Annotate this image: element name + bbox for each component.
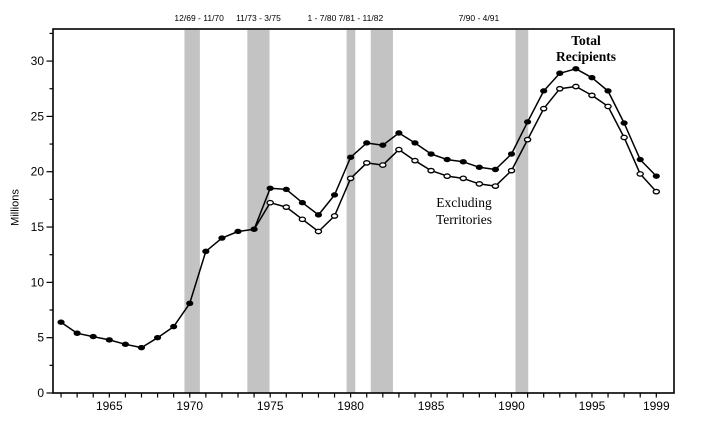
excluding-territories-marker bbox=[539, 105, 548, 112]
excluding-territories-marker bbox=[556, 85, 564, 92]
total-recipients-marker bbox=[620, 120, 628, 126]
excluding-territories-marker bbox=[411, 157, 419, 164]
recession-band bbox=[247, 29, 270, 394]
total-recipients-marker bbox=[314, 212, 323, 218]
total-recipients-marker bbox=[572, 66, 580, 72]
total-recipients-marker bbox=[652, 173, 660, 179]
total-recipients-marker bbox=[170, 323, 178, 330]
total-recipients-marker bbox=[379, 142, 387, 148]
recession-band bbox=[515, 29, 529, 394]
recession-band-label: 7/90 - 4/91 bbox=[459, 13, 500, 23]
y-tick-label: 20 bbox=[31, 165, 45, 179]
excluding-territories-marker bbox=[475, 181, 484, 187]
total-recipients-marker bbox=[443, 156, 451, 163]
excluding-territories-marker bbox=[314, 228, 323, 235]
y-tick-label: 30 bbox=[31, 54, 45, 68]
excluding-territories-marker bbox=[395, 146, 403, 153]
annotation-total-line1: Total bbox=[571, 33, 601, 48]
y-tick-label: 0 bbox=[37, 386, 44, 400]
excluding-territories-marker bbox=[491, 183, 500, 189]
total-recipients-marker bbox=[604, 88, 612, 94]
excluding-territories-marker bbox=[427, 167, 435, 174]
excluding-territories-marker bbox=[379, 162, 387, 168]
excluding-territories-marker bbox=[459, 175, 467, 182]
recession-band bbox=[184, 29, 200, 394]
excluding-territories-marker bbox=[443, 173, 451, 179]
total-recipients-marker bbox=[121, 341, 129, 348]
excluding-territories-marker bbox=[507, 167, 516, 174]
total-recipients-marker bbox=[523, 119, 532, 125]
total-recipients-marker bbox=[57, 319, 65, 325]
total-recipients-marker bbox=[588, 74, 596, 81]
y-tick-label: 5 bbox=[37, 331, 44, 345]
excluding-territories-marker bbox=[362, 160, 371, 166]
annotation-excluding-territories: Excluding Territories bbox=[414, 194, 514, 228]
total-recipients-marker bbox=[395, 130, 403, 136]
plot-border bbox=[52, 28, 675, 394]
total-recipients-marker bbox=[507, 151, 516, 157]
recession-band bbox=[346, 29, 356, 394]
y-axis-title: Millions bbox=[9, 189, 22, 226]
total-recipients-marker bbox=[218, 235, 226, 241]
x-tick-label: 1999 bbox=[643, 399, 670, 413]
total-recipients-marker bbox=[137, 344, 146, 351]
excluding-territories-marker bbox=[652, 188, 661, 195]
total-recipients-marker bbox=[459, 159, 467, 165]
y-tick-label: 15 bbox=[31, 220, 45, 234]
total-recipients-marker bbox=[186, 300, 194, 307]
total-recipients-line bbox=[60, 68, 657, 349]
total-recipients-marker bbox=[153, 334, 162, 341]
recession-band-label: 11/73 - 3/75 bbox=[236, 13, 281, 23]
total-recipients-marker bbox=[105, 337, 113, 343]
total-recipients-marker bbox=[202, 248, 210, 255]
x-tick-label: 1980 bbox=[337, 399, 364, 413]
excluding-territories-marker bbox=[523, 136, 532, 143]
total-recipients-marker bbox=[347, 154, 355, 161]
excluding-territories-marker bbox=[346, 175, 355, 182]
y-tick-label: 10 bbox=[31, 275, 45, 289]
total-recipients-marker bbox=[475, 164, 483, 170]
recession-band-label: 1 - 7/80 bbox=[308, 13, 337, 23]
excluding-territories-marker bbox=[620, 134, 628, 141]
total-recipients-marker bbox=[250, 226, 258, 232]
excluding-territories-marker bbox=[572, 83, 580, 90]
total-recipients-marker bbox=[298, 200, 306, 206]
excluding-territories-marker bbox=[636, 171, 644, 177]
x-tick-label: 1995 bbox=[579, 399, 606, 413]
excluding-territories-marker bbox=[330, 213, 339, 219]
x-tick-label: 1985 bbox=[418, 399, 445, 413]
annotation-excluding-line1: Excluding bbox=[436, 195, 492, 210]
x-tick-label: 1990 bbox=[498, 399, 525, 413]
total-recipients-marker bbox=[89, 333, 97, 340]
total-recipients-marker bbox=[234, 228, 242, 235]
total-recipients-marker bbox=[427, 151, 435, 157]
total-recipients-marker bbox=[556, 70, 564, 76]
total-recipients-marker bbox=[330, 192, 339, 198]
excluding-territories-marker bbox=[604, 103, 612, 110]
total-recipients-marker bbox=[73, 330, 81, 336]
excluding-territories-marker bbox=[282, 204, 291, 210]
total-recipients-marker bbox=[266, 185, 274, 192]
excluding-territories-marker bbox=[298, 216, 307, 223]
excluding-territories-marker bbox=[266, 199, 274, 206]
x-tick-label: 1970 bbox=[176, 399, 203, 413]
annotation-total-line2: Recipients bbox=[556, 49, 616, 64]
total-recipients-marker bbox=[411, 140, 419, 146]
x-tick-label: 1975 bbox=[257, 399, 284, 413]
total-recipients-marker bbox=[636, 156, 644, 163]
x-tick-label: 1965 bbox=[96, 399, 123, 413]
recession-band-label: 12/69 - 11/70 bbox=[174, 13, 224, 23]
y-tick-label: 25 bbox=[31, 109, 45, 123]
recession-band bbox=[370, 29, 393, 394]
annotation-total-recipients: Total Recipients bbox=[536, 33, 636, 65]
total-recipients-marker bbox=[363, 140, 371, 146]
annotation-excluding-line2: Territories bbox=[435, 212, 493, 227]
excluding-territories-marker bbox=[588, 92, 596, 99]
total-recipients-marker bbox=[540, 88, 548, 94]
recession-band-label: 7/81 - 11/82 bbox=[338, 13, 383, 23]
total-recipients-marker bbox=[491, 166, 500, 173]
total-recipients-marker bbox=[282, 186, 290, 193]
